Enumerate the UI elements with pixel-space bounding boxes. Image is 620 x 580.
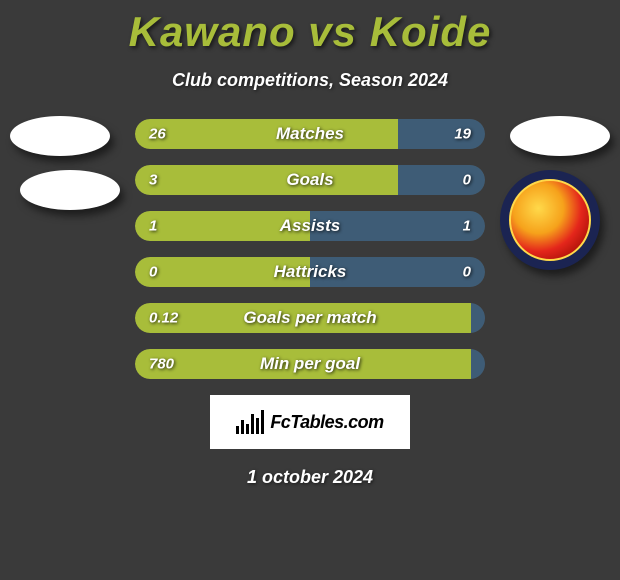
subtitle: Club competitions, Season 2024 (0, 70, 620, 91)
bar-right (398, 119, 486, 149)
stat-label: Matches (276, 124, 344, 144)
stat-value-right: 0 (463, 172, 471, 189)
stat-value-right: 1 (463, 218, 471, 235)
stat-label: Hattricks (274, 262, 347, 282)
stat-label: Assists (280, 216, 340, 236)
date-label: 1 october 2024 (0, 467, 620, 488)
stat-label: Goals per match (243, 308, 376, 328)
bar-right (471, 303, 485, 333)
bar-left (135, 165, 398, 195)
bar-left (135, 119, 398, 149)
stat-value-left: 780 (149, 356, 174, 373)
stat-row: 0.12 Goals per match (135, 303, 485, 333)
fctables-logo: FcTables.com (210, 395, 410, 449)
logo-text: FcTables.com (270, 412, 383, 433)
stat-row: 26 19 Matches (135, 119, 485, 149)
stat-value-left: 0 (149, 264, 157, 281)
bar-right (398, 165, 486, 195)
stat-row: 3 0 Goals (135, 165, 485, 195)
stat-value-left: 0.12 (149, 310, 178, 327)
page-title: Kawano vs Koide (0, 0, 620, 56)
stat-value-right: 0 (463, 264, 471, 281)
stat-row: 0 0 Hattricks (135, 257, 485, 287)
stat-label: Min per goal (260, 354, 360, 374)
stat-row: 1 1 Assists (135, 211, 485, 241)
stat-value-left: 26 (149, 126, 166, 143)
stat-value-left: 3 (149, 172, 157, 189)
comparison-chart: 26 19 Matches 3 0 Goals 1 1 Assists 0 0 Hattricks 0.… (0, 119, 620, 379)
stat-label: Goals (286, 170, 333, 190)
stat-row: 780 Min per goal (135, 349, 485, 379)
bar-right (471, 349, 485, 379)
stat-value-left: 1 (149, 218, 157, 235)
stat-value-right: 19 (454, 126, 471, 143)
logo-bars-icon (236, 410, 264, 434)
